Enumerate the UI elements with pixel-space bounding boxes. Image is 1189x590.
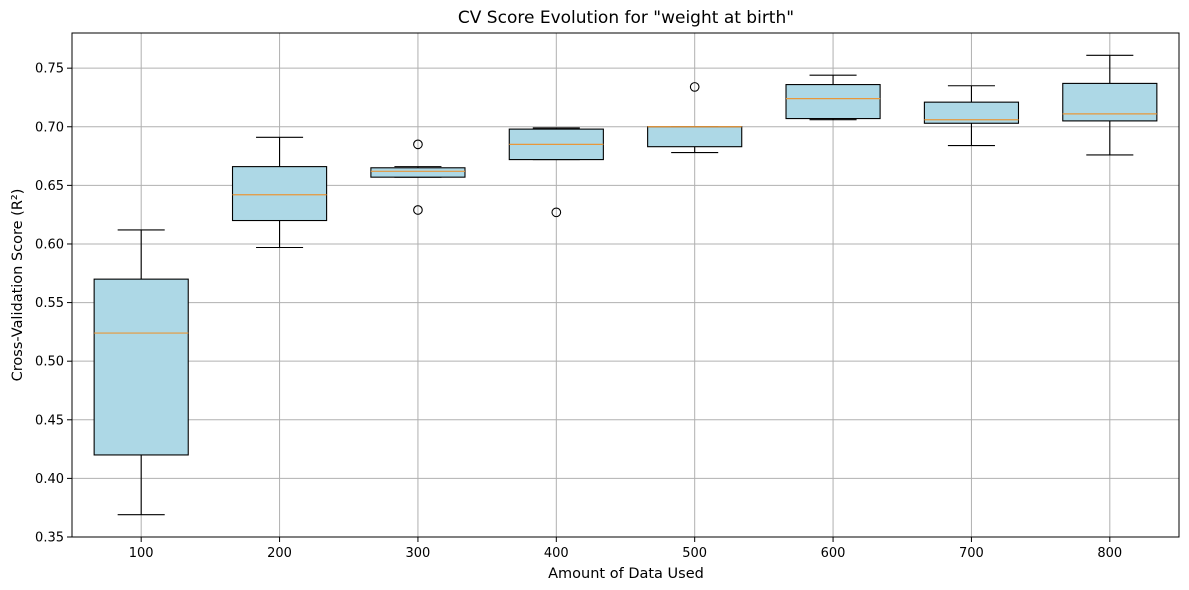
outlier-point: [689, 82, 700, 92]
x-tick-label: 100: [129, 546, 154, 561]
y-tick-label: 0.35: [35, 531, 64, 546]
box-500: [647, 82, 743, 154]
y-axis-label: Cross-Validation Score (R²): [10, 189, 26, 382]
y-tick-label: 0.50: [35, 355, 64, 370]
y-tick-label: 0.40: [35, 472, 64, 487]
y-tick-label: 0.65: [35, 179, 64, 194]
x-tick-label: 500: [682, 546, 707, 561]
boxes: [93, 54, 1158, 516]
iqr-box: [923, 101, 1020, 124]
x-axis: 100 200 300 400 500 600 700 800: [129, 537, 1122, 561]
iqr-box: [647, 126, 743, 148]
box-100: [93, 229, 189, 516]
x-tick-label: 200: [267, 546, 292, 561]
box-400: [508, 127, 604, 218]
outlier-point: [551, 207, 562, 218]
y-tick-label: 0.70: [35, 120, 64, 135]
x-tick-label: 300: [406, 546, 431, 561]
iqr-box: [231, 166, 328, 222]
box-800: [1062, 54, 1158, 156]
x-tick-label: 700: [959, 546, 984, 561]
y-tick-label: 0.75: [35, 62, 64, 77]
iqr-box: [370, 167, 466, 178]
box-300: [370, 139, 466, 215]
iqr-box: [93, 278, 189, 456]
chart-title: CV Score Evolution for "weight at birth": [458, 8, 794, 28]
x-tick-label: 800: [1097, 546, 1122, 561]
iqr-box: [785, 84, 881, 120]
iqr-box: [1062, 82, 1158, 122]
x-tick-label: 400: [544, 546, 569, 561]
box-200: [231, 136, 328, 249]
outlier-point: [413, 139, 423, 150]
box-600: [785, 74, 881, 121]
y-tick-label: 0.45: [35, 413, 64, 428]
y-tick-label: 0.55: [35, 296, 64, 311]
grid-lines: [72, 33, 1179, 538]
x-tick-label: 600: [821, 546, 846, 561]
outlier-point: [413, 205, 423, 215]
y-tick-label: 0.60: [35, 237, 64, 252]
plot-frame: [71, 32, 1180, 538]
box-700: [923, 85, 1020, 147]
y-axis: 0.35 0.40 0.45 0.50 0.55 0.60 0.65 0.70 0.75: [35, 62, 72, 546]
x-axis-label: Amount of Data Used: [548, 566, 704, 582]
